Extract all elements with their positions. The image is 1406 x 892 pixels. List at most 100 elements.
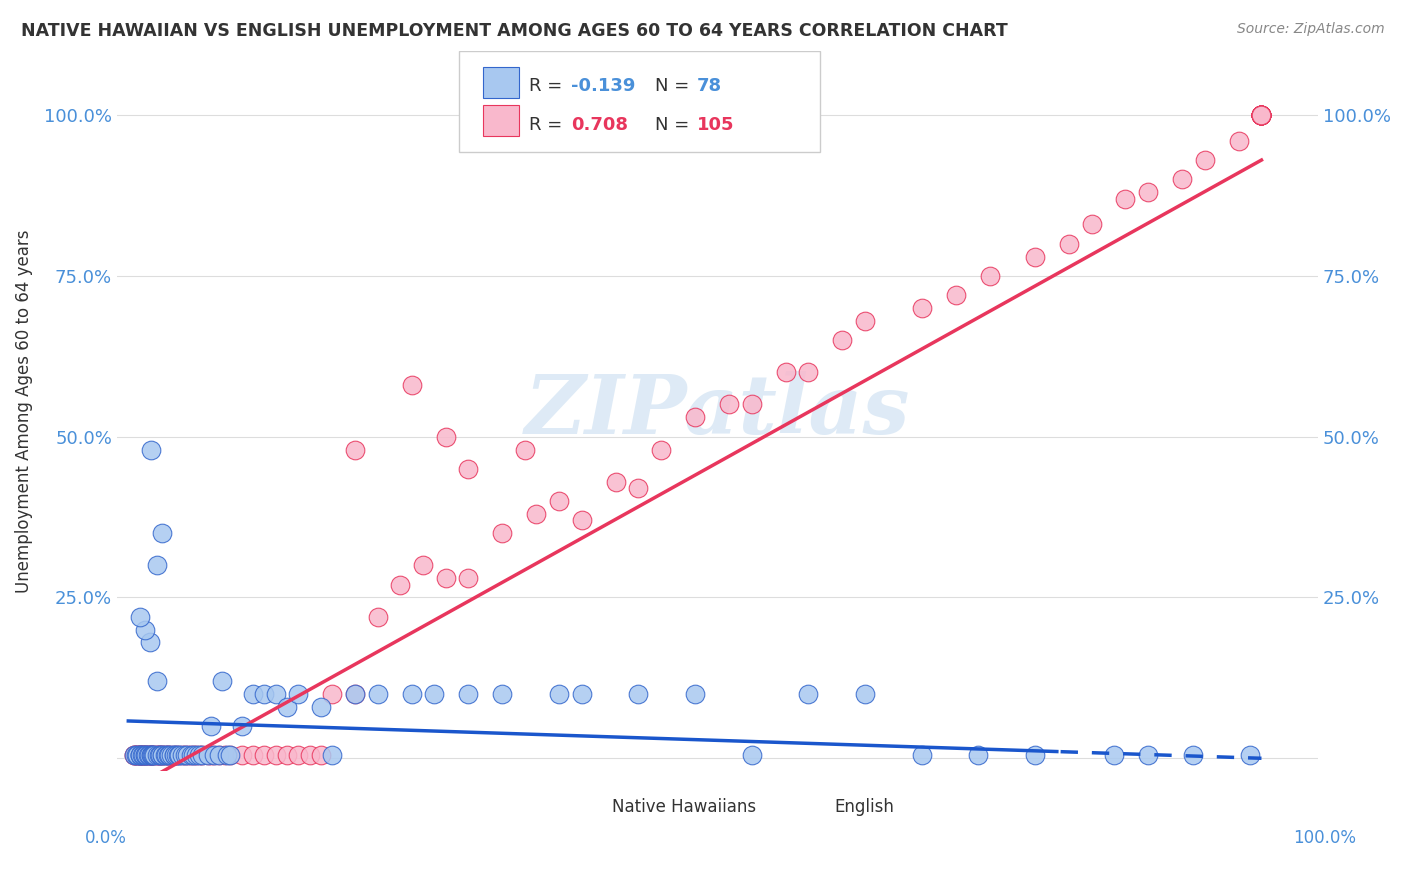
Point [174, 747, 197, 762]
Point [143, 747, 166, 762]
Point [186, 747, 208, 762]
Point [157, 747, 180, 762]
Point [321, 747, 343, 762]
Point [548, 494, 571, 508]
Point [605, 475, 627, 489]
Text: 78: 78 [697, 78, 723, 95]
Point [1250, 108, 1272, 122]
Point [457, 687, 479, 701]
Bar [574, 790, 603, 816]
Point [208, 747, 231, 762]
Point [167, 747, 190, 762]
Text: 0.708: 0.708 [571, 116, 628, 134]
Point [910, 747, 932, 762]
Point [627, 687, 650, 701]
Text: 100.0%: 100.0% [1294, 829, 1355, 847]
Point [150, 747, 173, 762]
Point [276, 747, 298, 762]
Point [1057, 236, 1080, 251]
Point [143, 747, 166, 762]
Point [1024, 747, 1046, 762]
Point [1182, 747, 1205, 762]
Point [125, 747, 148, 762]
Point [831, 333, 853, 347]
Point [945, 288, 967, 302]
Point [367, 687, 389, 701]
Point [156, 747, 179, 762]
Point [155, 747, 177, 762]
Point [1250, 108, 1272, 122]
Point [174, 747, 197, 762]
Point [129, 747, 152, 762]
Point [134, 623, 156, 637]
Point [513, 442, 536, 457]
Point [160, 747, 183, 762]
Point [401, 687, 423, 701]
Point [132, 747, 155, 762]
Point [741, 397, 763, 411]
Text: R =: R = [529, 78, 568, 95]
Point [1250, 108, 1272, 122]
Point [1250, 108, 1272, 122]
Point [853, 314, 876, 328]
Point [200, 747, 222, 762]
Point [183, 747, 205, 762]
Point [741, 747, 763, 762]
Point [165, 747, 187, 762]
Point [204, 747, 226, 762]
Point [797, 687, 820, 701]
Point [122, 747, 145, 762]
Point [434, 571, 457, 585]
Point [149, 747, 172, 762]
Point [367, 609, 389, 624]
Point [127, 747, 149, 762]
Point [169, 747, 191, 762]
Point [191, 747, 214, 762]
Point [150, 747, 173, 762]
Text: Source: ZipAtlas.com: Source: ZipAtlas.com [1237, 22, 1385, 37]
Point [979, 268, 1001, 283]
Point [253, 747, 276, 762]
Point [219, 747, 242, 762]
Point [153, 747, 176, 762]
Point [287, 687, 309, 701]
Point [145, 747, 167, 762]
Point [142, 747, 165, 762]
Point [412, 558, 434, 573]
Point [1137, 185, 1160, 199]
Point [148, 747, 170, 762]
Point [457, 462, 479, 476]
Point [197, 747, 219, 762]
Point [172, 747, 194, 762]
Text: English: English [834, 797, 894, 816]
Text: 105: 105 [697, 116, 735, 134]
Point [457, 571, 479, 585]
Point [165, 747, 187, 762]
Point [132, 747, 155, 762]
Point [253, 687, 276, 701]
Point [1250, 108, 1272, 122]
Point [145, 674, 167, 689]
Point [1250, 108, 1272, 122]
Point [138, 747, 160, 762]
Point [1250, 108, 1272, 122]
Point [208, 747, 231, 762]
Point [200, 719, 222, 733]
Point [343, 687, 366, 701]
Point [491, 526, 513, 541]
Point [1227, 134, 1250, 148]
Point [131, 747, 153, 762]
Point [180, 747, 202, 762]
Point [141, 747, 163, 762]
Point [276, 699, 298, 714]
Point [188, 747, 211, 762]
Point [139, 747, 162, 762]
Point [215, 747, 238, 762]
Point [139, 747, 162, 762]
Point [128, 747, 150, 762]
Point [717, 397, 740, 411]
Text: -0.139: -0.139 [571, 78, 636, 95]
Point [128, 747, 150, 762]
Point [149, 747, 172, 762]
Point [683, 687, 706, 701]
